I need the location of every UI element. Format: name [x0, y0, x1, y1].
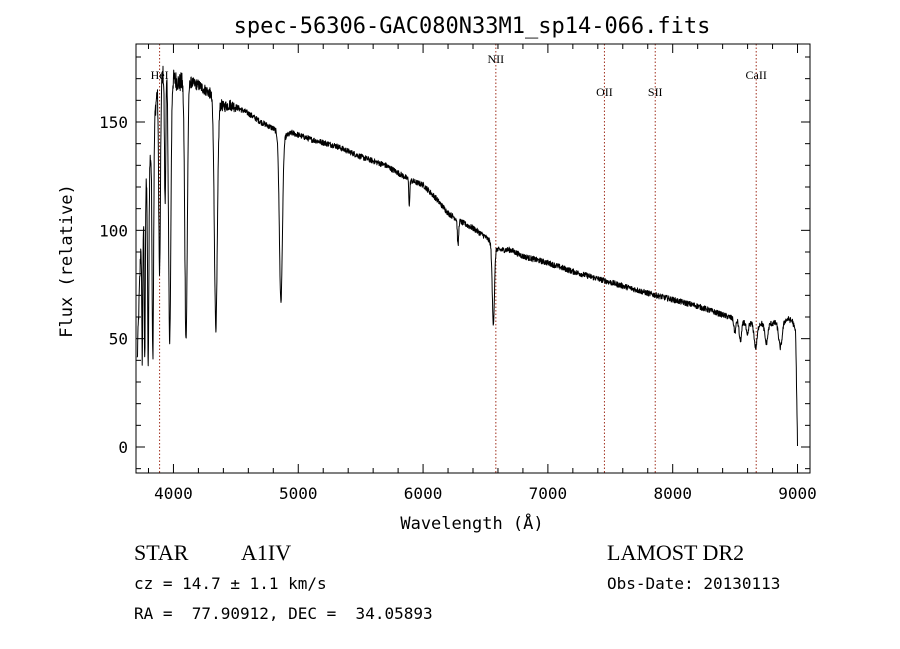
x-tick-label: 4000	[154, 484, 193, 503]
spectral-line-label: NII	[488, 52, 505, 66]
y-axis-label: Flux (relative)	[57, 184, 77, 338]
spectral-line-markers: HeI NII OII SII CaII	[151, 44, 767, 473]
y-tick-label: 150	[99, 113, 128, 132]
x-tick-label: 7000	[529, 484, 568, 503]
survey-name: LAMOST DR2	[607, 540, 745, 565]
x-tick-label: 9000	[778, 484, 817, 503]
x-axis-label: Wavelength (Å)	[400, 512, 543, 534]
x-axis: 4000 5000 6000 7000 8000 9000	[147, 44, 817, 503]
spectral-line-label: HeI	[151, 68, 169, 82]
x-tick-label: 8000	[653, 484, 692, 503]
y-tick-label: 100	[99, 221, 128, 240]
spectral-class: A1IV	[241, 540, 292, 565]
y-axis: 0 50 100 150	[99, 56, 810, 470]
y-tick-label: 0	[118, 438, 128, 457]
x-tick-label: 6000	[404, 484, 443, 503]
spectral-line-label: SII	[648, 85, 663, 99]
spectral-line-label: CaII	[746, 68, 767, 82]
redshift-cz: cz = 14.7 ± 1.1 km/s	[134, 574, 327, 593]
object-type: STAR	[134, 540, 189, 565]
spectrum-line	[136, 65, 798, 447]
ra-dec-coordinates: RA = 77.90912, DEC = 34.05893	[134, 604, 433, 623]
y-tick-label: 50	[109, 330, 128, 349]
x-tick-label: 5000	[279, 484, 318, 503]
spectral-line-label: OII	[596, 85, 613, 99]
chart-title: spec-56306-GAC080N33M1_sp14-066.fits	[234, 14, 711, 39]
observation-date: Obs-Date: 20130113	[607, 574, 781, 593]
